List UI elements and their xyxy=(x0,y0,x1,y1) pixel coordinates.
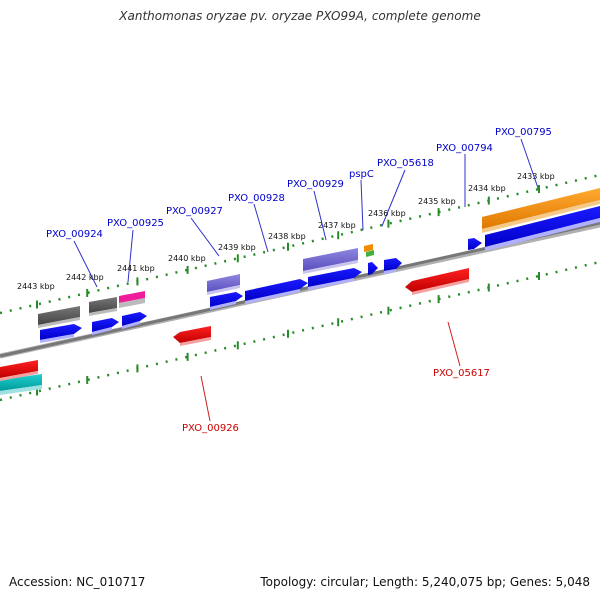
gene-label-pxo-00929: PXO_00929 xyxy=(287,179,344,190)
feature-purple-2 xyxy=(303,248,358,274)
feature-blue-10 xyxy=(485,206,600,251)
gene-label-pxo-05618: PXO_05618 xyxy=(377,158,434,169)
map-title: Xanthomonas oryzae pv. oryzae PXO99A, co… xyxy=(119,9,481,23)
gene-label-pxo-00794: PXO_00794 xyxy=(436,143,493,154)
feature-blue-4 xyxy=(210,292,243,310)
gene-label-pspc: pspC xyxy=(349,169,374,180)
feature-blue-7 xyxy=(368,262,378,275)
tick-label-2437: 2437 kbp xyxy=(318,221,356,230)
gene-label-pxo-00928: PXO_00928 xyxy=(228,193,285,204)
cds-features xyxy=(0,188,600,395)
genome-summary-text: Topology: circular; Length: 5,240,075 bp… xyxy=(260,575,590,589)
label-leader-lines xyxy=(73,138,539,422)
tick-label-2438: 2438 kbp xyxy=(268,232,306,241)
feature-red-2 xyxy=(173,326,211,346)
gene-labels: PXO_00924 PXO_00925 PXO_00927 PXO_00928 … xyxy=(46,127,552,434)
feature-red-1 xyxy=(0,360,38,381)
feature-orange-large xyxy=(482,188,600,233)
gene-label-pxo-00925: PXO_00925 xyxy=(107,218,164,229)
feature-blue-5 xyxy=(245,279,308,304)
feature-blue-6 xyxy=(308,268,362,290)
feature-blue-1 xyxy=(40,324,82,343)
gene-label-pxo-00927: PXO_00927 xyxy=(166,206,223,217)
feature-magenta xyxy=(119,291,145,308)
tick-label-2440: 2440 kbp xyxy=(168,254,206,263)
feature-blue-9 xyxy=(468,238,482,250)
scale-labels: 2443 kbp 2442 kbp 2441 kbp 2440 kbp 2439… xyxy=(17,172,555,291)
gene-label-pxo-00924: PXO_00924 xyxy=(46,229,103,240)
gene-label-pxo-05617: PXO_05617 xyxy=(433,368,490,379)
major-ticks xyxy=(36,185,540,396)
accession-text: Accession: NC_010717 xyxy=(9,575,146,589)
tick-label-2439: 2439 kbp xyxy=(218,243,256,252)
tick-label-2436: 2436 kbp xyxy=(368,209,406,218)
tick-label-2442: 2442 kbp xyxy=(66,273,104,282)
gene-label-pxo-00795: PXO_00795 xyxy=(495,127,552,138)
tick-label-2441: 2441 kbp xyxy=(117,264,155,273)
tick-label-2435: 2435 kbp xyxy=(418,197,456,206)
feature-gray-1 xyxy=(38,306,80,328)
feature-cyan xyxy=(0,374,42,395)
feature-red-3 xyxy=(405,268,469,295)
feature-blue-8 xyxy=(384,258,402,274)
feature-blue-3 xyxy=(122,312,147,329)
feature-purple-1 xyxy=(207,274,240,295)
feature-gray-2 xyxy=(89,297,117,316)
feature-orange-small xyxy=(364,244,374,257)
feature-blue-2 xyxy=(92,318,119,335)
gene-label-pxo-00926: PXO_00926 xyxy=(182,423,239,434)
tick-label-2434: 2434 kbp xyxy=(468,184,506,193)
tick-label-2443: 2443 kbp xyxy=(17,282,55,291)
tick-label-2433: 2433 kbp xyxy=(517,172,555,181)
